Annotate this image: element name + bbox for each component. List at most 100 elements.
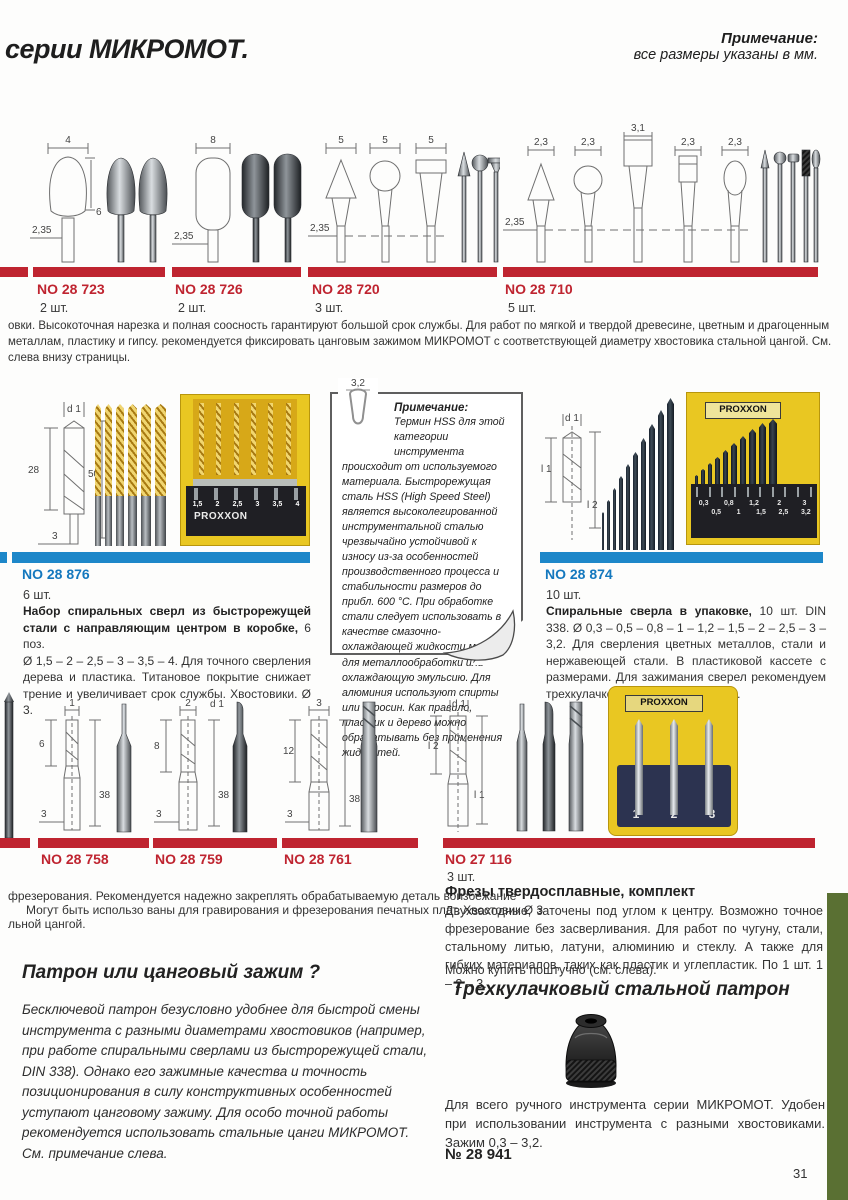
svg-text:2,35: 2,35 bbox=[32, 225, 52, 236]
case-mill bbox=[635, 719, 643, 815]
mill-case-27116: PROXXON 123 bbox=[608, 686, 738, 836]
product-no-28761: NO 28 761 bbox=[284, 851, 352, 867]
red-bar-28759 bbox=[153, 838, 277, 848]
blue-bar-28876 bbox=[12, 552, 310, 563]
qty-28720: 3 шт. bbox=[315, 301, 344, 315]
header-note-text: все размеры указаны в мм. bbox=[633, 47, 818, 63]
diagram-burr-28726: 8 2,35 bbox=[172, 135, 302, 263]
product-no-28710: NO 28 710 bbox=[505, 281, 573, 297]
mill-set-body2: Можно купить поштучно (см. слева). bbox=[445, 963, 657, 977]
svg-text:3: 3 bbox=[316, 698, 322, 709]
product-no-28726: NO 28 726 bbox=[175, 281, 243, 297]
qty-28723: 2 шт. bbox=[40, 301, 69, 315]
svg-text:50: 50 bbox=[88, 469, 100, 480]
chuck-body: Для всего ручного инструмента серии МИКР… bbox=[445, 1097, 825, 1150]
svg-text:2,3: 2,3 bbox=[681, 137, 695, 148]
hss-note-box: 3,2 Примечание: Термин HSS для этой кате… bbox=[330, 378, 529, 759]
svg-text:2,35: 2,35 bbox=[310, 223, 330, 234]
svg-text:1: 1 bbox=[69, 698, 75, 709]
svg-text:l 2: l 2 bbox=[428, 741, 439, 752]
svg-text:2: 2 bbox=[185, 698, 191, 709]
svg-text:28: 28 bbox=[28, 465, 40, 476]
red-bar-stub2 bbox=[0, 838, 30, 848]
left-fragment-line2: Могут быть использо ваны для гравировани… bbox=[26, 903, 544, 917]
red-bar-28720 bbox=[308, 267, 497, 277]
diagram-mill-28761: 3 12 38 3 bbox=[283, 698, 361, 831]
diagram-drill-28874: d 1 l 1 l 2 bbox=[541, 413, 601, 540]
qty-28876: 6 шт. bbox=[23, 588, 52, 602]
brand-plaque: PROXXON bbox=[625, 695, 703, 712]
svg-text:5: 5 bbox=[382, 135, 388, 146]
chuck-heading: Трехкулачковый стальной патрон bbox=[452, 979, 790, 1000]
svg-text:3: 3 bbox=[156, 809, 162, 820]
product-no-28758: NO 28 758 bbox=[41, 851, 109, 867]
qty-28710: 5 шт. bbox=[508, 301, 537, 315]
svg-text:38: 38 bbox=[99, 790, 111, 801]
chuck-photo bbox=[565, 1014, 617, 1088]
diagram-drill-28876: d 1 28 50 3 bbox=[28, 402, 106, 545]
collet-section-body: Бесключевой патрон безусловно удобнее дл… bbox=[22, 1002, 428, 1161]
svg-text:l 2: l 2 bbox=[587, 500, 598, 511]
case-mill bbox=[670, 719, 678, 815]
black-drill-bits-photo bbox=[602, 398, 686, 550]
green-edge-bar bbox=[827, 893, 848, 1200]
brand-plaque: PROXXON bbox=[705, 402, 781, 419]
chuck-order-no: № 28 941 bbox=[445, 1146, 512, 1163]
svg-text:d 1: d 1 bbox=[67, 404, 81, 415]
red-bar-28726 bbox=[172, 267, 301, 277]
blue-bar-stub bbox=[0, 552, 7, 563]
svg-text:2,3: 2,3 bbox=[728, 137, 742, 148]
collet-section-heading: Патрон или цанговый зажим ? bbox=[22, 962, 321, 983]
left-fragment-line1: фрезерования. Рекомендуется надежно закр… bbox=[8, 889, 517, 903]
svg-text:8: 8 bbox=[154, 741, 160, 752]
red-bar-28761 bbox=[282, 838, 418, 848]
page-title: серии МИКРОМОТ. bbox=[5, 34, 249, 64]
diagram-burr-28720: 5 5 5 2,35 bbox=[308, 135, 500, 263]
row1-description: овки. Высокоточная нарезка и полная соос… bbox=[8, 320, 832, 365]
blue-bar-28874 bbox=[540, 552, 823, 563]
svg-text:2,35: 2,35 bbox=[174, 231, 194, 242]
desc-28876: Набор спиральных сверл из быстрорежущей … bbox=[23, 604, 311, 718]
mill-set-body: Двухзаходные, заточены под углом к центр… bbox=[445, 904, 823, 991]
diagram-burr-28723: 4 6 2,35 bbox=[30, 135, 168, 263]
qty-27116: 3 шт. bbox=[447, 870, 476, 884]
svg-text:l 1: l 1 bbox=[474, 790, 485, 801]
red-bar-stub bbox=[0, 267, 28, 277]
product-no-28720: NO 28 720 bbox=[312, 281, 380, 297]
red-bar-28723 bbox=[33, 267, 165, 277]
edge-mill-photo bbox=[4, 692, 14, 838]
svg-text:5: 5 bbox=[428, 135, 434, 146]
svg-text:3: 3 bbox=[287, 809, 293, 820]
svg-text:3,1: 3,1 bbox=[631, 123, 645, 134]
burr-photo-bits bbox=[241, 153, 302, 263]
gold-drill-bits-photo bbox=[95, 404, 166, 549]
qty-28726: 2 шт. bbox=[178, 301, 207, 315]
svg-text:4: 4 bbox=[65, 135, 71, 146]
svg-text:l 1: l 1 bbox=[541, 464, 552, 475]
red-bar-27116 bbox=[443, 838, 815, 848]
svg-text:d 1: d 1 bbox=[210, 699, 224, 710]
svg-text:2,3: 2,3 bbox=[581, 137, 595, 148]
brand-logo: PROXXON bbox=[194, 511, 248, 522]
burr-photo-bits bbox=[457, 151, 500, 263]
product-no-28874: NO 28 874 bbox=[545, 566, 613, 582]
qty-28874: 10 шт. bbox=[546, 588, 582, 602]
product-no-28723: NO 28 723 bbox=[37, 281, 105, 297]
svg-text:3: 3 bbox=[52, 531, 58, 542]
diagram-burr-28710: 2,3 2,3 3,1 2,3 2,3 2,35 bbox=[503, 123, 821, 263]
header-note-title: Примечание: bbox=[721, 30, 818, 47]
drill-case-28876: 1,5 2 2,5 3 3,5 4 PROXXON bbox=[180, 394, 310, 546]
svg-text:5: 5 bbox=[338, 135, 344, 146]
case-holder: 0,3 0,8 1,2 2 3 0,5 1 1,5 2,5 3,2 bbox=[691, 484, 817, 538]
svg-text:3,2: 3,2 bbox=[351, 378, 365, 389]
svg-text:2,3: 2,3 bbox=[534, 137, 548, 148]
mill-photo-28758 bbox=[116, 703, 132, 833]
drill-case-28874: PROXXON 0,3 0,8 1,2 2 3 0,5 1 1,5 2,5 3,2 bbox=[686, 392, 820, 545]
collet-icon: 3,2 bbox=[338, 378, 378, 436]
mill-set-heading: Фрезы твердосплавные, комплект bbox=[445, 884, 696, 900]
header-note: Примечание: все размеры указаны в мм. bbox=[634, 30, 818, 63]
product-no-28759: NO 28 759 bbox=[155, 851, 223, 867]
mill-photo-28759 bbox=[232, 701, 248, 833]
page-number: 31 bbox=[793, 1166, 808, 1181]
